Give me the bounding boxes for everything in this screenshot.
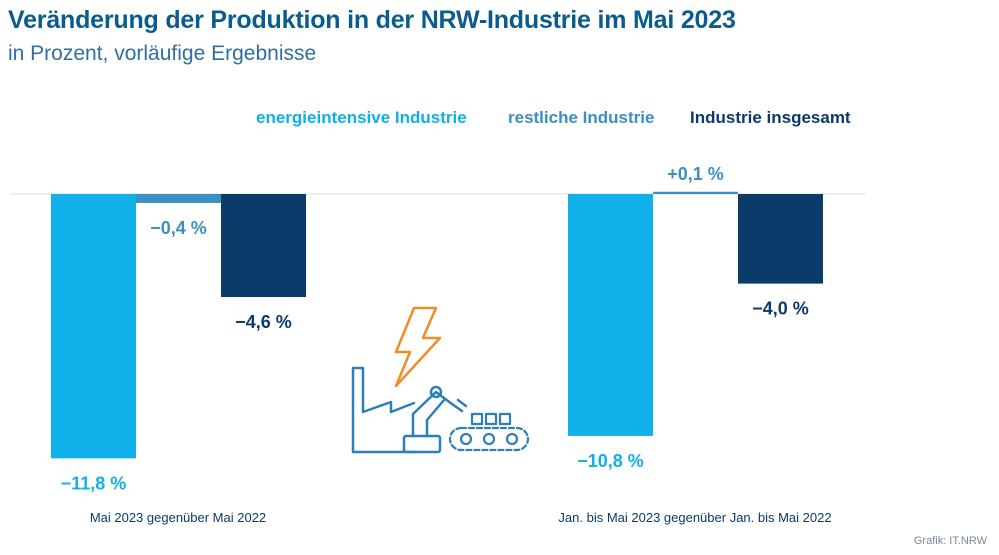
legend-entry-restliche: restliche Industrie: [508, 108, 655, 127]
bar-0-0: [51, 194, 136, 459]
data-label-1-0: −0,4 %: [150, 218, 207, 238]
bar-1-0: [136, 194, 221, 203]
bar-2-1: [738, 194, 823, 284]
data-label-2-0: −4,6 %: [235, 312, 292, 332]
bar-1-1: [653, 191, 738, 194]
legend-entry-energieintensive: energieintensive Industrie: [256, 108, 467, 127]
data-label-2-1: −4,0 %: [752, 299, 809, 319]
legend-entry-insgesamt: Industrie insgesamt: [690, 108, 851, 127]
chart-subtitle: in Prozent, vorläufige Ergebnisse: [8, 42, 317, 65]
data-label-1-1: +0,1 %: [667, 164, 724, 184]
category-label-0: Mai 2023 gegenüber Mai 2022: [90, 510, 266, 525]
category-label-1: Jan. bis Mai 2023 gegenüber Jan. bis Mai…: [558, 510, 831, 525]
data-label-0-0: −11,8 %: [61, 473, 127, 493]
bar-2-0: [221, 194, 306, 298]
factory-robot-lightning-icon: [351, 306, 530, 454]
data-label-0-1: −10,8 %: [577, 451, 644, 471]
source-note: Grafik: IT.NRW: [913, 535, 987, 547]
bar-0-1: [568, 194, 653, 436]
chart-title: Veränderung der Produktion in der NRW-In…: [8, 6, 736, 34]
